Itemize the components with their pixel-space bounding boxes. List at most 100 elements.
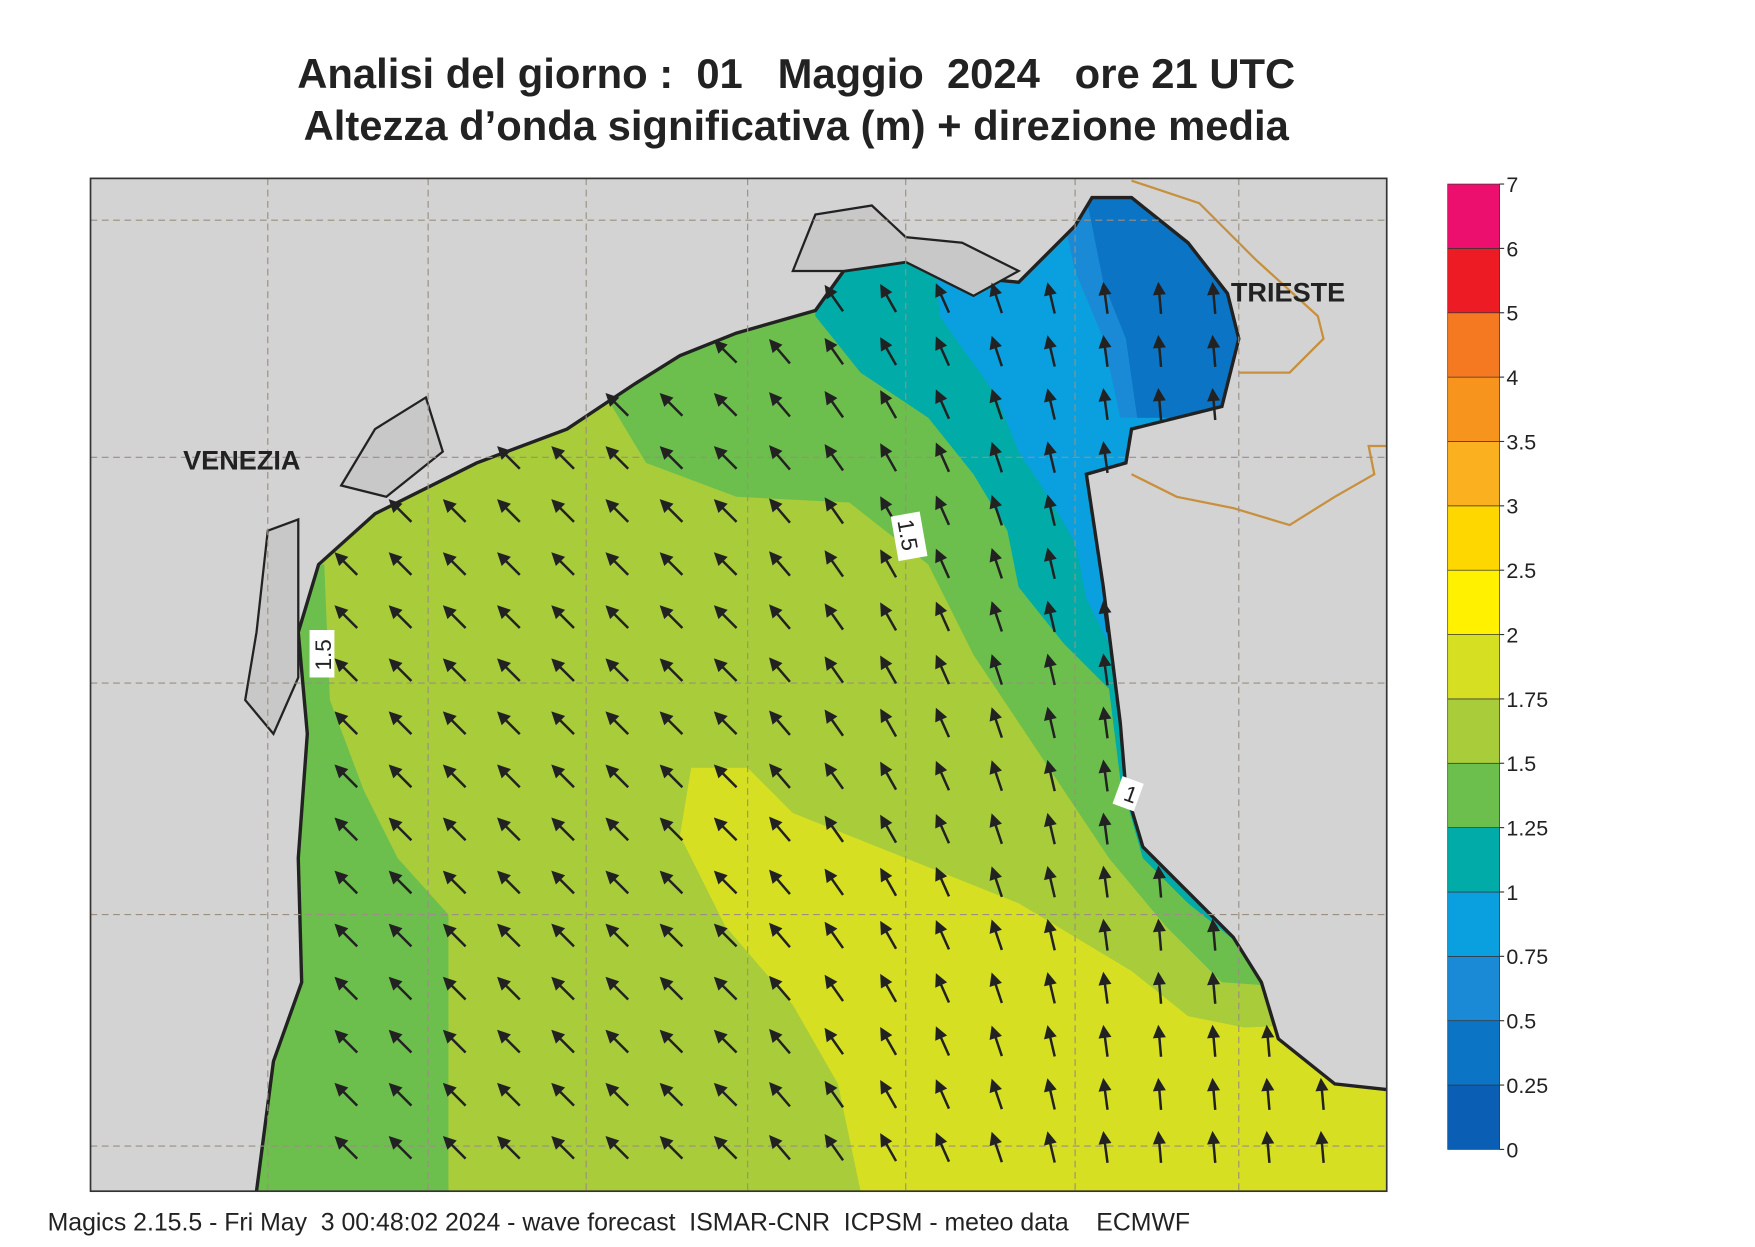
colorbar-label: 3.5 [1506,430,1536,454]
direction-arrow [442,552,467,576]
direction-arrow [497,711,521,736]
direction-arrow [1044,972,1057,1004]
direction-arrow [713,817,738,842]
direction-arrow [824,497,845,525]
direction-arrow [497,817,521,842]
direction-arrow [1098,918,1112,951]
direction-arrow [388,764,413,789]
direction-arrow [989,282,1004,314]
direction-arrow [935,867,951,897]
colorbar-label: 0.25 [1506,1074,1548,1098]
direction-arrow [605,658,630,682]
direction-arrow [769,869,791,895]
direction-arrow [659,1082,684,1107]
direction-arrow [713,605,738,629]
direction-arrow [388,817,413,842]
direction-arrow [551,1135,575,1160]
footer: Magics 2.15.5 - Fri May 3 00:48:02 2024 … [48,1210,1190,1237]
direction-arrow [713,711,738,736]
direction-arrow [989,654,1004,685]
direction-arrow [442,1029,467,1054]
direction-arrow [1044,759,1057,792]
direction-arrow [1207,971,1221,1004]
direction-arrow [1207,387,1221,421]
direction-arrow [824,1080,845,1108]
direction-arrow [442,711,467,736]
direction-arrow [769,551,791,577]
direction-arrow [1261,1130,1275,1164]
coastline [254,195,1387,1192]
direction-arrow [989,1025,1004,1057]
direction-arrow [935,495,951,526]
direction-arrow [935,442,951,473]
direction-arrow [659,552,684,576]
direction-arrow [1044,494,1057,527]
direction-arrow [497,605,521,629]
direction-arrow [880,602,898,631]
direction-arrow [769,339,791,365]
colorbar-bin [1447,762,1500,828]
direction-arrow [769,657,791,683]
direction-arrow [880,549,898,578]
direction-arrow [551,817,575,842]
direction-arrow [659,870,684,895]
title: Analisi del giorno : 01 Maggio 2024 ore … [297,50,1295,97]
direction-arrow [824,974,845,1002]
colorbar-bin [1447,634,1500,700]
direction-arrow [713,1082,738,1107]
direction-arrow [334,1029,359,1054]
direction-arrow [1098,1077,1112,1110]
direction-arrow [659,393,684,417]
colorbar-label: 0.5 [1506,1010,1536,1034]
direction-arrow [880,1026,898,1056]
direction-arrow [388,658,413,682]
colorbar-label: 0.75 [1506,945,1548,969]
colorbar-bin [1447,1084,1500,1150]
direction-arrow [880,284,898,313]
colorbar-bin [1447,376,1500,442]
direction-arrow [442,1082,467,1107]
direction-arrow [769,1135,791,1161]
colorbar-label: 1.75 [1506,688,1548,712]
direction-arrow [659,764,684,789]
direction-arrow [551,976,575,1001]
direction-arrow [824,656,845,684]
direction-arrow [1098,759,1112,792]
direction-arrow [334,552,359,576]
direction-arrow [497,658,521,682]
direction-arrow [388,499,413,523]
direction-arrow [1044,812,1057,845]
direction-arrow [1098,281,1112,314]
direction-arrow [659,658,684,682]
direction-arrow [442,923,467,948]
direction-arrow [880,390,898,419]
direction-arrow [659,1029,684,1054]
direction-arrow [824,1133,845,1162]
direction-arrow [989,1131,1004,1163]
direction-arrow [551,1029,575,1054]
lagoon [244,204,1022,737]
colorbar-label: 4 [1506,366,1518,390]
direction-arrow [605,711,630,736]
colorbar-label: 5 [1506,302,1518,326]
direction-arrow [989,548,1004,579]
direction-arrow [388,923,413,948]
direction-arrow [824,815,845,843]
direction-arrow [824,444,845,472]
city-label: TRIESTE [1231,276,1345,307]
contour-label-bg [1112,776,1144,812]
direction-arrow [1044,547,1057,580]
direction-arrow [989,494,1004,526]
colorbar-bin [1447,183,1500,249]
direction-arrow [1207,1077,1221,1110]
direction-arrow [880,920,898,950]
direction-arrow [769,763,791,789]
direction-arrow [824,1027,845,1055]
direction-arrow [1044,441,1057,473]
colorbar: 0 0.25 0.5 0.75 1 1.25 1.5 1.75 2 2.5 3 3.5 4 5 6 7 [1447,173,1548,1162]
colorbar-bin [1447,956,1500,1022]
graticule [90,178,1387,1192]
direction-arrow [1098,388,1112,421]
direction-arrow [1098,1130,1112,1163]
